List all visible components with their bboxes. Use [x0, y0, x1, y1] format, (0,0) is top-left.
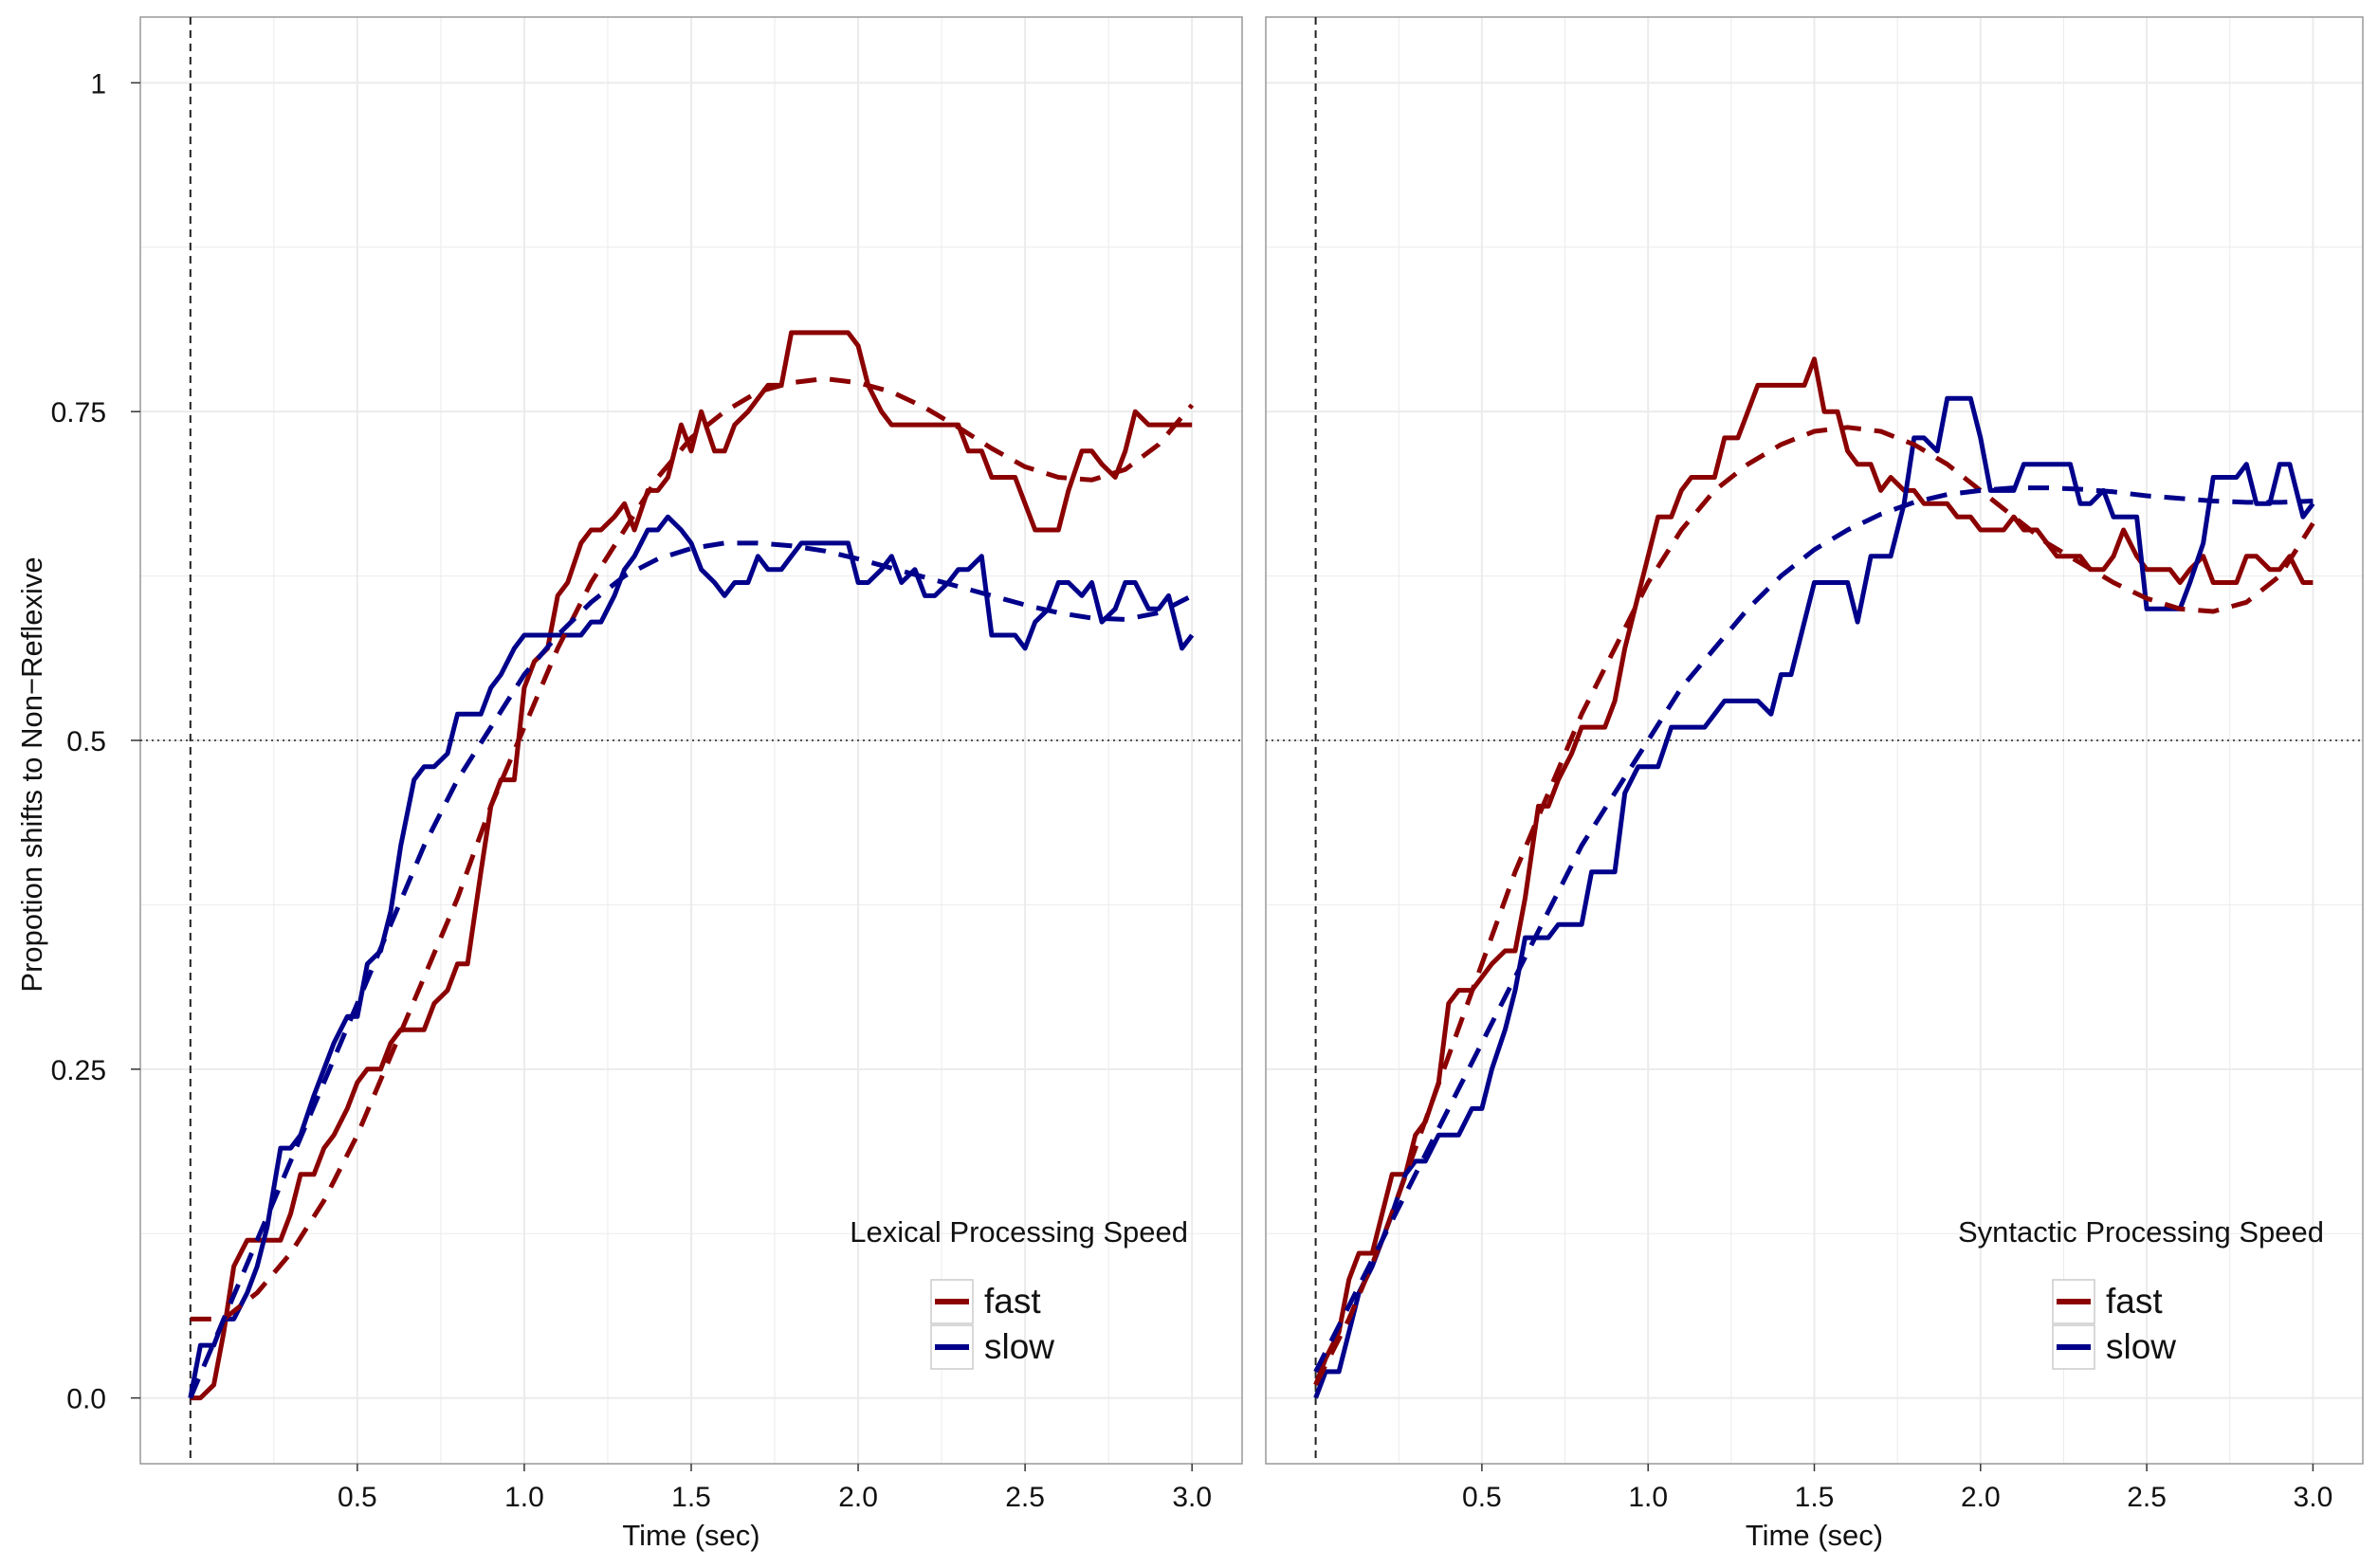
legend-title: Syntactic Processing Speed	[1958, 1215, 2324, 1249]
x-tick-label: 1.0	[504, 1482, 544, 1513]
x-axis-label: Time (sec)	[622, 1519, 759, 1552]
x-tick-label: 2.5	[2127, 1482, 2167, 1513]
x-tick-label: 1.5	[671, 1482, 711, 1513]
x-tick-label: 3.0	[1172, 1482, 1212, 1513]
x-tick-label: 1.5	[1795, 1482, 1835, 1513]
panel-syntactic: 0.5 1.0 1.5 2.0 2.5 3.0 Time (sec) Syntactic Pr…	[1265, 16, 2364, 1552]
x-tick-label: 2.0	[838, 1482, 878, 1513]
legend: Syntactic Processing Speed fast slow	[1958, 1215, 2324, 1370]
legend-label-fast: fast	[2106, 1282, 2163, 1321]
x-tick-label: 0.5	[338, 1482, 377, 1513]
legend-label-slow: slow	[2106, 1327, 2176, 1366]
y-tick-label: 0.5	[66, 726, 106, 757]
legend-label-fast: fast	[984, 1282, 1041, 1321]
y-tick-label: 0.25	[51, 1055, 106, 1086]
panel-lexical: 0.0 0.25 0.5 0.75 1 0.5 1.0 1.5 2.0 2.5 3.0 Time (s…	[51, 16, 1243, 1552]
series-slow-solid	[1313, 395, 2315, 1399]
x-tick-label: 0.5	[1462, 1482, 1502, 1513]
x-tick-label: 2.5	[1005, 1482, 1045, 1513]
x-tick-label: 2.0	[1961, 1482, 2001, 1513]
x-tick-label: 1.0	[1628, 1482, 1668, 1513]
y-tick-label: 1	[90, 68, 106, 100]
x-axis-label: Time (sec)	[1746, 1519, 1883, 1552]
y-tick-label: 0.75	[51, 397, 106, 428]
series-fast-solid	[190, 330, 1193, 1401]
series-fast-solid	[1313, 356, 2314, 1386]
series-fast-dashed	[190, 376, 1195, 1322]
y-axis-label: Propotion shifts to Non−Reflexive	[15, 556, 48, 992]
series-slow-solid	[188, 514, 1195, 1399]
series-slow-dashed	[1313, 485, 2314, 1374]
y-tick-label: 0.0	[66, 1384, 106, 1415]
legend-title: Lexical Processing Speed	[850, 1215, 1188, 1249]
series-slow-dashed	[188, 540, 1194, 1399]
legend-label-slow: slow	[984, 1327, 1054, 1366]
legend: Lexical Processing Speed fast slow	[850, 1215, 1188, 1370]
x-tick-label: 3.0	[2294, 1482, 2333, 1513]
series-fast-dashed	[1313, 425, 2315, 1386]
